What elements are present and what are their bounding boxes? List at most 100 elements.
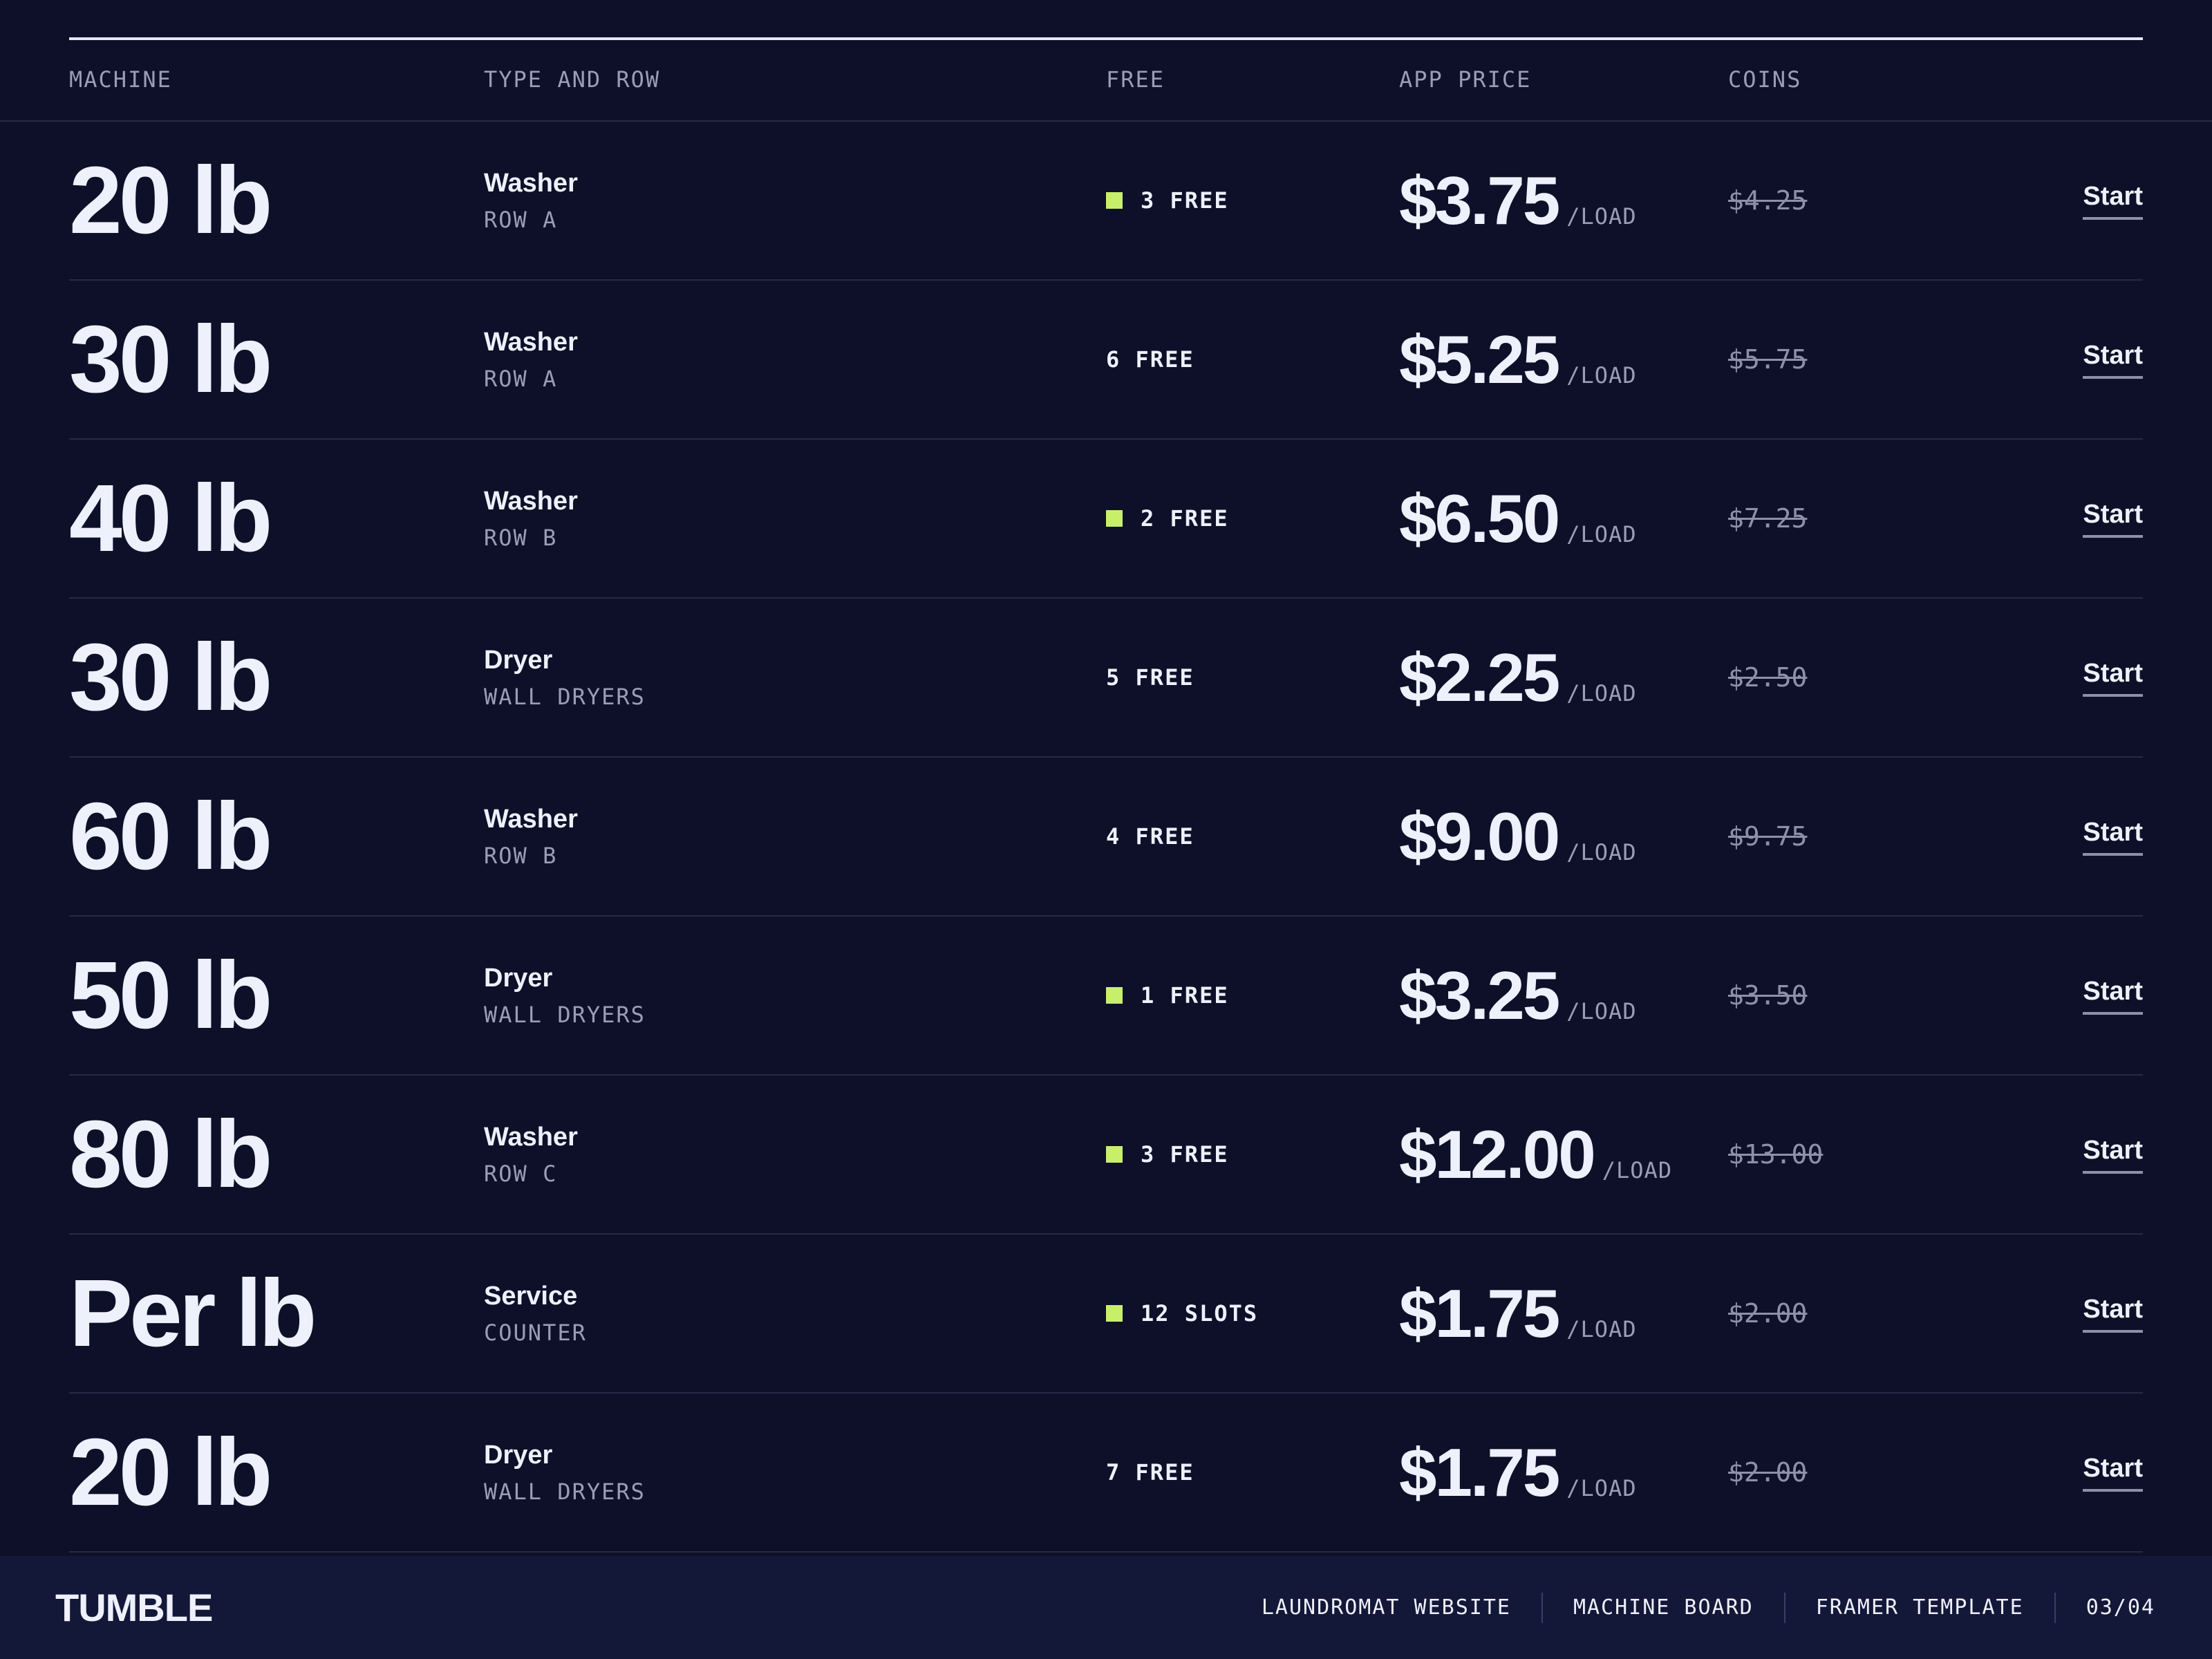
start-cell: Start: [2083, 758, 2143, 915]
machine-row: 30 lb Dryer WALL DRYERS 5 FREE $2.25/LOAD $2.…: [69, 599, 2143, 758]
type-cell: Dryer WALL DRYERS: [484, 917, 646, 1074]
free-cell: 4 FREE: [1106, 758, 1194, 915]
price-unit: /LOAD: [1566, 1316, 1637, 1342]
app-price: $6.50: [1399, 480, 1560, 556]
type-cell: Washer ROW C: [484, 1076, 578, 1233]
type-cell: Washer ROW B: [484, 758, 578, 915]
start-button[interactable]: Start: [2083, 341, 2143, 379]
coin-price: $4.25: [1728, 185, 1808, 216]
free-count: 12 SLOTS: [1141, 1300, 1259, 1327]
app-price: $3.25: [1399, 957, 1560, 1033]
machine-size: 40 lb: [69, 465, 272, 572]
column-header: MACHINE: [69, 66, 172, 93]
free-count: 6 FREE: [1106, 346, 1194, 373]
free-cell: 6 FREE: [1106, 281, 1194, 438]
start-button[interactable]: Start: [2083, 182, 2143, 220]
machine-row: 60 lb Washer ROW B 4 FREE $9.00/LOAD $9.75 Sta…: [69, 758, 2143, 917]
price-cell: $3.25/LOAD: [1399, 917, 1637, 1074]
price-unit: /LOAD: [1566, 521, 1637, 547]
free-count: 5 FREE: [1106, 664, 1194, 691]
machine-size: 30 lb: [69, 306, 272, 413]
start-button[interactable]: Start: [2083, 659, 2143, 697]
free-count: 7 FREE: [1106, 1459, 1194, 1485]
machine-location: ROW A: [484, 206, 558, 233]
price-cell: $12.00/LOAD: [1399, 1076, 1672, 1233]
footer-link[interactable]: FRAMER TEMPLATE: [1815, 1595, 2024, 1620]
free-count: 3 FREE: [1141, 1141, 1229, 1168]
machine-location: WALL DRYERS: [484, 1478, 646, 1505]
machine-type: Washer: [484, 327, 578, 357]
availability-indicator: [1106, 192, 1123, 209]
free-cell: 7 FREE: [1106, 1394, 1194, 1551]
machine-size: 20 lb: [69, 1418, 272, 1526]
machine-location: COUNTER: [484, 1319, 587, 1346]
coin-price: $7.25: [1728, 503, 1808, 534]
coin-price: $2.00: [1728, 1298, 1808, 1329]
price-unit: /LOAD: [1566, 362, 1637, 388]
machine-location: ROW B: [484, 842, 558, 869]
machine-location: WALL DRYERS: [484, 1001, 646, 1028]
footer-link[interactable]: MACHINE BOARD: [1573, 1595, 1754, 1620]
start-button[interactable]: Start: [2083, 1295, 2143, 1333]
start-cell: Start: [2083, 122, 2143, 279]
footer-link[interactable]: 03/04: [2086, 1595, 2155, 1620]
top-rule: [69, 37, 2143, 40]
type-cell: Service COUNTER: [484, 1235, 587, 1392]
footer-link[interactable]: LAUNDROMAT WEBSITE: [1261, 1595, 1511, 1620]
start-button[interactable]: Start: [2083, 818, 2143, 856]
price-cell: $3.75/LOAD: [1399, 122, 1637, 279]
start-cell: Start: [2083, 1076, 2143, 1233]
price-unit: /LOAD: [1566, 203, 1637, 229]
free-count: 4 FREE: [1106, 823, 1194, 850]
free-cell: 5 FREE: [1106, 599, 1194, 756]
app-price: $2.25: [1399, 639, 1560, 715]
type-cell: Washer ROW B: [484, 440, 578, 597]
start-button[interactable]: Start: [2083, 500, 2143, 538]
machine-location: WALL DRYERS: [484, 683, 646, 710]
column-header: TYPE AND ROW: [484, 66, 661, 93]
price-unit: /LOAD: [1566, 998, 1637, 1024]
start-cell: Start: [2083, 917, 2143, 1074]
machine-type: Washer: [484, 486, 578, 516]
app-price: $3.75: [1399, 162, 1560, 238]
machine-type: Washer: [484, 804, 578, 834]
type-cell: Washer ROW A: [484, 122, 578, 279]
price-unit: /LOAD: [1566, 680, 1637, 706]
machine-size: 80 lb: [69, 1100, 272, 1208]
machine-size: 30 lb: [69, 624, 272, 731]
price-cell: $1.75/LOAD: [1399, 1235, 1637, 1392]
type-cell: Dryer WALL DRYERS: [484, 599, 646, 756]
machine-type: Service: [484, 1281, 578, 1311]
start-button[interactable]: Start: [2083, 1136, 2143, 1174]
start-cell: Start: [2083, 1235, 2143, 1392]
machine-row: Per lb Service COUNTER 12 SLOTS $1.75/LOAD $2…: [69, 1235, 2143, 1394]
availability-indicator: [1106, 1305, 1123, 1322]
separator: [1783, 1592, 1785, 1623]
start-button[interactable]: Start: [2083, 977, 2143, 1015]
separator: [1541, 1592, 1543, 1623]
start-button[interactable]: Start: [2083, 1454, 2143, 1492]
column-header: FREE: [1106, 66, 1165, 93]
price-unit: /LOAD: [1566, 839, 1637, 865]
price-cell: $1.75/LOAD: [1399, 1394, 1637, 1551]
price-cell: $9.00/LOAD: [1399, 758, 1637, 915]
machine-size: Per lb: [69, 1259, 317, 1367]
footer: TUMBLE LAUNDROMAT WEBSITE MACHINE BOARD FR…: [0, 1556, 2212, 1659]
app-price: $9.00: [1399, 798, 1560, 874]
free-cell: 2 FREE: [1106, 440, 1229, 597]
availability-indicator: [1106, 1146, 1123, 1163]
app-price: $1.75: [1399, 1434, 1560, 1510]
machine-type: Dryer: [484, 963, 553, 993]
price-unit: /LOAD: [1566, 1475, 1637, 1501]
machine-type: Washer: [484, 168, 578, 198]
app-price: $12.00: [1399, 1116, 1596, 1192]
machine-location: ROW A: [484, 365, 558, 392]
availability-indicator: [1106, 987, 1123, 1004]
free-cell: 3 FREE: [1106, 122, 1229, 279]
free-count: 3 FREE: [1141, 187, 1229, 214]
app-price: $5.25: [1399, 321, 1560, 397]
machine-size: 20 lb: [69, 147, 272, 254]
coin-price: $2.00: [1728, 1457, 1808, 1488]
machine-row: 20 lb Dryer WALL DRYERS 7 FREE $1.75/LOAD $2.…: [69, 1394, 2143, 1553]
